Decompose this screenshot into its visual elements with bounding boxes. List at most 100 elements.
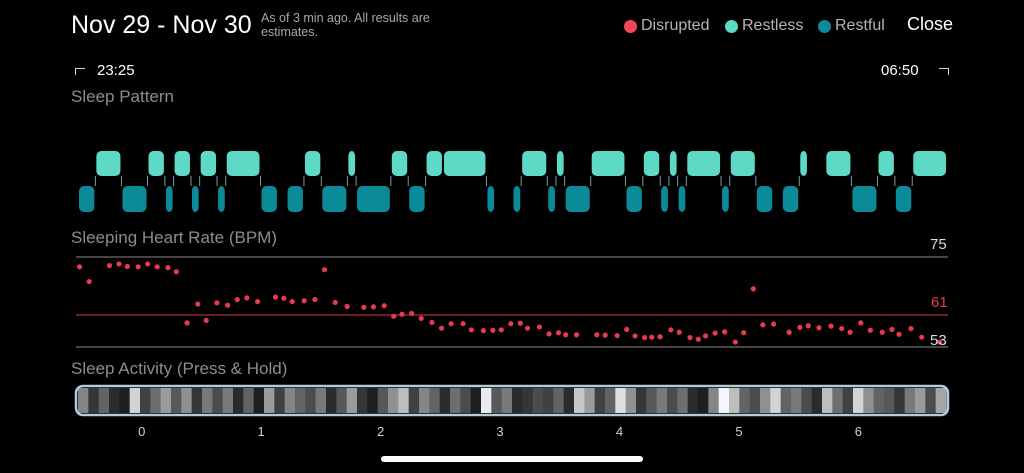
activity-cell	[470, 388, 482, 413]
hr-point	[546, 331, 552, 337]
activity-cell	[119, 388, 131, 413]
time-range-start: 23:25	[97, 62, 135, 79]
hr-point	[135, 264, 141, 270]
hr-point	[889, 326, 895, 333]
activity-cell	[677, 388, 689, 413]
activity-cell	[512, 388, 523, 413]
range-end-bracket-icon	[939, 68, 949, 75]
restful-segment	[322, 186, 347, 212]
restful-segment	[852, 186, 877, 212]
activity-cell	[636, 388, 647, 413]
activity-cell	[212, 388, 224, 413]
hr-point	[195, 301, 201, 307]
activity-cell	[842, 388, 854, 413]
hr-point	[301, 298, 307, 304]
activity-frame[interactable]	[74, 384, 950, 417]
activity-cell	[687, 388, 699, 413]
activity-cell	[894, 388, 906, 413]
hr-point	[839, 325, 845, 332]
disrupted-dot-icon	[624, 19, 637, 33]
activity-cell	[935, 388, 947, 413]
hr-point	[214, 300, 220, 306]
activity-cell	[708, 388, 720, 413]
hr-point	[536, 324, 543, 330]
restful-segment	[357, 186, 390, 212]
restless-segment	[913, 151, 946, 176]
hr-point	[254, 298, 261, 305]
estimate-note: As of 3 min ago. All results are estimat…	[261, 11, 430, 39]
x-tick-label: 0	[138, 424, 146, 439]
activity-cell	[78, 388, 89, 413]
x-tick-label: 2	[376, 424, 385, 439]
restful-segment	[487, 186, 495, 212]
hr-point	[676, 329, 682, 335]
sleep-activity-label: Sleep Activity (Press & Hold)	[71, 359, 288, 378]
activity-cell	[274, 388, 286, 413]
restful-segment	[722, 186, 729, 212]
hr-point	[244, 295, 250, 301]
activity-cell	[801, 388, 813, 413]
activity-cell	[367, 388, 379, 413]
hr-point	[908, 325, 914, 332]
activity-cell	[925, 388, 937, 413]
x-tick-label: 6	[854, 424, 863, 439]
hr-point	[732, 339, 738, 345]
hr-point	[937, 339, 943, 345]
hr-point	[448, 321, 454, 327]
hr-point	[145, 261, 151, 267]
time-range-end: 06:50	[881, 62, 919, 79]
x-tick-label: 3	[496, 424, 504, 439]
restless-segment	[730, 151, 755, 176]
hr-point	[695, 336, 701, 342]
activity-cell	[295, 388, 306, 413]
activity-cell	[315, 388, 327, 413]
activity-cell	[109, 388, 120, 413]
hr-point	[225, 302, 231, 308]
restful-segment	[191, 186, 199, 212]
close-button[interactable]: Close	[907, 14, 954, 34]
sleep-activity-chart[interactable]	[78, 388, 947, 413]
hr-point	[203, 317, 209, 324]
legend-restful-label: Restful	[835, 17, 885, 34]
hr-avg-value: 61	[931, 294, 948, 311]
activity-cell	[615, 388, 627, 413]
hr-point	[490, 327, 496, 333]
activity-cell	[181, 388, 193, 413]
hr-point	[867, 327, 873, 333]
hr-point	[272, 294, 279, 300]
sleep-pattern-chart	[79, 151, 946, 212]
restful-segment	[756, 186, 773, 212]
hr-point	[573, 332, 580, 338]
hr-point	[687, 334, 693, 341]
activity-cell	[646, 388, 658, 413]
hr-point	[786, 329, 792, 335]
restful-segment	[565, 186, 590, 212]
hr-point	[234, 296, 240, 303]
hr-point	[184, 320, 190, 326]
activity-cell	[522, 388, 534, 413]
activity-cell	[863, 388, 875, 413]
activity-cell	[419, 388, 430, 413]
hr-point	[816, 325, 822, 331]
activity-cell	[822, 388, 833, 413]
hr-point	[106, 262, 113, 269]
restless-segment	[800, 151, 807, 176]
home-indicator[interactable]	[381, 456, 643, 462]
x-tick-label: 5	[735, 424, 743, 439]
restful-segment	[409, 186, 425, 212]
activity-cell	[140, 388, 151, 413]
hr-point	[524, 325, 531, 331]
hr-max-value: 75	[930, 236, 947, 253]
activity-cell	[760, 388, 771, 413]
hr-point	[508, 321, 514, 327]
activity-cell	[336, 388, 348, 413]
activity-cell	[915, 388, 926, 413]
activity-cell	[553, 388, 565, 413]
restless-segment	[878, 151, 894, 176]
hr-point	[468, 327, 474, 333]
activity-cell	[450, 388, 461, 413]
activity-cell	[739, 388, 751, 413]
hr-point	[594, 332, 600, 338]
activity-cell	[491, 388, 503, 413]
restless-segment	[687, 151, 721, 176]
